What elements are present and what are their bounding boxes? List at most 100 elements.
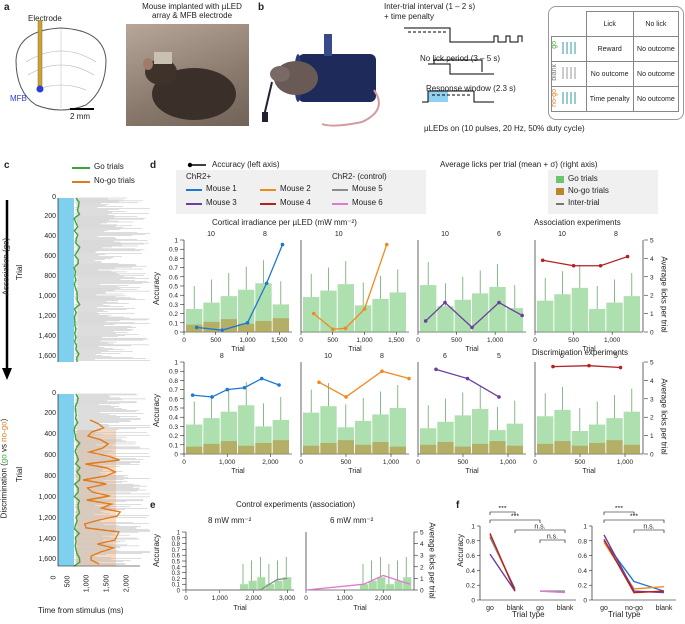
accuracy-point <box>264 281 269 286</box>
e-y2label: Average licks per trial <box>427 522 437 599</box>
lick-tick-label: 5 <box>420 530 424 537</box>
go-lick-bar <box>389 292 406 332</box>
nogo-lick-bar <box>389 446 406 454</box>
nogo-lick-bar <box>589 442 606 454</box>
cell-blank-lick: No outcome <box>585 61 634 87</box>
sig-bracket-2 <box>489 519 541 523</box>
irradiance-label: 6 <box>443 353 447 360</box>
x-tick-label: 500 <box>575 459 586 466</box>
lick-tick-label: 2 <box>420 564 424 571</box>
irradiance-label: 6 <box>497 231 501 238</box>
acc-tick-label: 0.6 <box>169 274 178 281</box>
go-lick-bar <box>248 580 257 590</box>
accuracy-point <box>259 376 264 381</box>
x-tick-label: 0 <box>184 595 188 602</box>
x-tick-label: 500 <box>568 337 579 344</box>
nogo-lick-bar <box>255 442 272 454</box>
nogo-lick-bar <box>606 440 623 454</box>
x-tick-label: 1,000 <box>239 337 256 344</box>
cell-go-lick: Reward <box>585 36 634 62</box>
accuracy-point <box>598 263 603 268</box>
acc-tick-label: 0 <box>177 589 181 595</box>
mouse-legend-swatch <box>260 189 276 191</box>
go-lick-bar <box>489 286 506 332</box>
accuracy-point <box>344 395 348 399</box>
acc-tick-label: 0.8 <box>172 542 181 548</box>
lick-tick-label: 4 <box>650 256 654 263</box>
accuracy-point <box>194 325 199 330</box>
accuracy-line-mouse-3 <box>435 368 500 398</box>
go-lick-bar <box>274 580 283 590</box>
photo-caption: Mouse implanted with µLED array & MFB el… <box>142 2 242 20</box>
lick-tick-label: 0 <box>650 330 654 337</box>
acc-tick-label: 1 <box>174 238 178 245</box>
lick-legend-swatch <box>556 176 564 183</box>
legend-go-label: Go trials <box>94 162 124 171</box>
mouse-legend-swatch <box>186 189 202 191</box>
accuracy-point <box>384 242 389 247</box>
electrode-label: Electrode <box>28 14 62 23</box>
raster-bottom-trial: Trial <box>15 466 25 483</box>
legend-nogo-label: No-go trials <box>94 176 135 185</box>
mouse-legend-label: Mouse 4 <box>280 198 311 207</box>
accuracy-point <box>465 376 470 381</box>
x-axis-label: Trial <box>348 346 362 353</box>
x-tick-label: 0 <box>182 337 186 344</box>
lick-tick-label: 4 <box>420 541 424 548</box>
accuracy-line-mouse-4 <box>552 365 621 369</box>
nogo-lick-bar <box>372 442 389 454</box>
raster-xticks: 0 500 1,000 1,500 2,000 <box>50 574 131 593</box>
go-lick-bar <box>355 305 372 332</box>
iti-label: Inter-trial interval (1 – 2 s) <box>384 2 476 11</box>
nogo-lick-bar <box>437 442 454 454</box>
accuracy-point <box>497 300 501 305</box>
mfb-label: MFB <box>10 94 27 103</box>
mouse-legend-swatch <box>332 189 348 191</box>
nogo-lick-bar <box>537 443 554 454</box>
e-title: Control experiments (association) <box>236 500 356 509</box>
acc-tick-label: 1 <box>177 531 181 537</box>
panel-f-charts: 0 0.2 0.4 0.6 0.8 1 0 0.2 0.4 0.6 0.8 1 go blank go bla… <box>466 506 676 612</box>
acc-tick-label: 0.1 <box>169 320 178 327</box>
nogo-lick-bar <box>554 441 571 454</box>
accuracy-line-mouse-3 <box>489 553 516 592</box>
lick-legend-swatch <box>556 203 564 205</box>
go-lick-bar <box>372 298 389 332</box>
lick-tick-label: 3 <box>420 553 424 560</box>
nogo-lick-bar <box>186 324 203 332</box>
row-nogo-icon: no-go <box>551 86 587 112</box>
nogo-lick-bar <box>355 444 372 454</box>
nogo-lick-bar <box>272 318 289 332</box>
x-tick-label: 0 <box>416 337 420 344</box>
iti-penalty-label: + time penalty <box>384 12 435 21</box>
acc-tick-label: 0.6 <box>172 554 181 560</box>
mouse-legend-label: Mouse 3 <box>206 198 237 207</box>
x-tick-label: 1,000 <box>500 459 517 466</box>
go-lick-bar <box>554 294 571 332</box>
sig-bracket-1-label: *** <box>498 506 506 513</box>
x-tick-label: 500 <box>451 337 462 344</box>
lick-tick-label: 2 <box>650 293 654 300</box>
accuracy-line-mouse-6 <box>305 574 411 591</box>
accuracy-point <box>225 387 229 392</box>
go-lick-bar <box>303 297 320 332</box>
accuracy-point <box>470 325 474 330</box>
nogo-lick-bar <box>303 445 320 454</box>
go-lick-bar <box>623 411 640 454</box>
x-tick-label: 0 <box>299 459 303 466</box>
category-label: no-go <box>625 605 643 612</box>
x-tick-label: 0 <box>533 337 537 344</box>
legend-accuracy: Accuracy (left axis) <box>212 160 280 169</box>
go-lick-bar <box>623 296 640 332</box>
x-axis-label: Trial <box>233 605 247 612</box>
scale-bar <box>70 108 94 110</box>
raster-top-ylabel: Association (go) <box>1 237 11 296</box>
sig-bracket-1 <box>489 511 516 515</box>
accuracy-line-mouse-1 <box>192 377 280 398</box>
lick-tick-label: 5 <box>650 360 654 367</box>
nolick-label: No lick period (3 – 5 s) <box>420 54 501 63</box>
accuracy-line-mouse-4 <box>489 533 516 592</box>
irradiance-label: 10 <box>441 231 449 238</box>
row-go-icon: go <box>551 36 587 62</box>
raster-bottom-ylabel: Discrimination (go vs no-go) <box>0 418 9 519</box>
